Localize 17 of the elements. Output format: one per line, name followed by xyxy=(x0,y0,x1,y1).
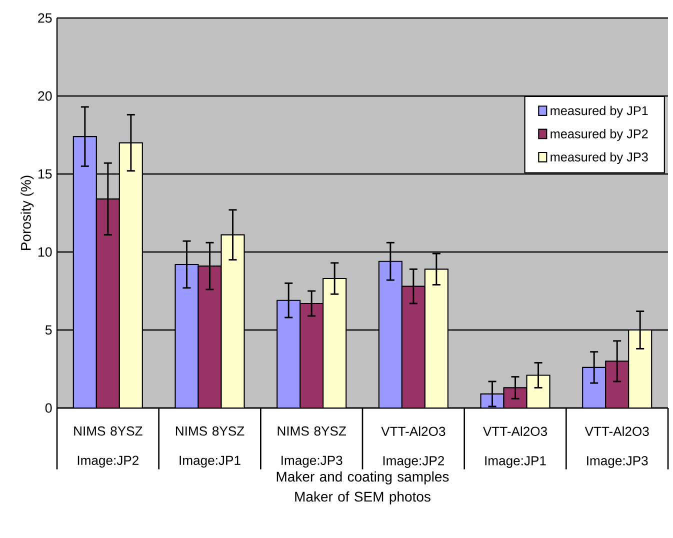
x-axis-title: Maker and coating samples Maker of SEM photos xyxy=(276,471,449,504)
y-axis-title: Porosity (%) xyxy=(20,176,34,250)
category-label: NIMS 8YSZ Image:JP3 xyxy=(278,426,346,468)
legend-label: measured by JP2 xyxy=(550,129,648,141)
category-label: VTT-Al2O3 Image:JP2 xyxy=(381,426,446,468)
category-label: VTT-Al2O3 Image:JP1 xyxy=(483,426,547,468)
y-tick-label: 25 xyxy=(38,13,52,23)
y-tick-label: 20 xyxy=(38,91,52,101)
y-tick-label: 5 xyxy=(45,325,52,335)
y-tick-label: 0 xyxy=(45,403,52,413)
legend-label: measured by JP3 xyxy=(550,152,648,164)
category-label: NIMS 8YSZ Image:JP2 xyxy=(74,426,142,468)
category-label: VTT-Al2O3 Image:JP3 xyxy=(584,426,649,468)
y-tick-label: 10 xyxy=(38,247,52,257)
category-label: NIMS 8YSZ Image:JP1 xyxy=(176,426,244,468)
legend-label: measured by JP1 xyxy=(550,106,648,118)
y-tick-label: 15 xyxy=(38,169,52,179)
